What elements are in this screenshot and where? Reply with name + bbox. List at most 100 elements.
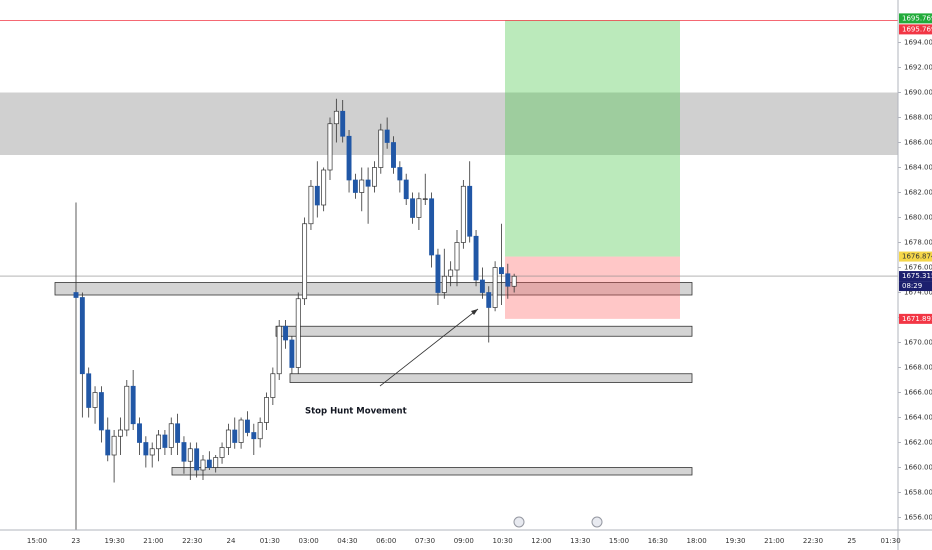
candle-body xyxy=(327,123,333,171)
y-tick-label: 1690.000 xyxy=(904,89,932,97)
candle-body xyxy=(473,235,479,281)
y-tick-label: 1656.000 xyxy=(904,514,932,522)
y-tick-label: 1658.000 xyxy=(904,489,932,497)
entry-label: 1676.874 xyxy=(902,253,932,261)
y-tick-label: 1674.000 xyxy=(904,289,932,297)
candle-body xyxy=(410,198,416,218)
x-tick-label: 03:00 xyxy=(299,537,319,545)
candle-body xyxy=(181,442,187,462)
candle-body xyxy=(365,179,371,187)
candle-body xyxy=(79,297,85,375)
x-tick-label: 25 xyxy=(847,537,856,545)
candle-body xyxy=(321,169,327,206)
x-tick-label: 19:30 xyxy=(105,537,125,545)
x-tick-label: 23 xyxy=(71,537,80,545)
target-label: 1695.769 xyxy=(902,14,932,22)
candle-body xyxy=(352,179,358,193)
y-tick-label: 1694.000 xyxy=(904,39,932,47)
candle-body xyxy=(435,254,441,293)
x-tick-label: 01:30 xyxy=(260,537,280,545)
stop-label: 1671.891 xyxy=(902,315,932,323)
candle-body xyxy=(454,242,460,271)
y-tick-label: 1676.000 xyxy=(904,264,932,272)
candle-body xyxy=(175,423,181,443)
candle-body xyxy=(283,325,289,341)
countdown: 08:29 xyxy=(902,282,922,290)
countdown-bg xyxy=(899,281,932,292)
candle-body xyxy=(289,339,295,368)
candle-body xyxy=(206,459,212,468)
candle-body xyxy=(168,423,174,448)
x-tick-label: 24 xyxy=(227,537,236,545)
candle-body xyxy=(225,429,231,448)
x-tick-label: 19:30 xyxy=(725,537,745,545)
candle-body xyxy=(219,447,225,458)
candle-body xyxy=(92,392,98,408)
candle-body xyxy=(232,429,238,443)
x-tick-label: 10:30 xyxy=(493,537,513,545)
arrow-head xyxy=(471,309,478,315)
candle-body xyxy=(314,185,320,206)
x-tick-label: 21:00 xyxy=(764,537,784,545)
candle-body xyxy=(156,434,161,450)
y-tick-label: 1688.000 xyxy=(904,114,932,122)
candle-body xyxy=(372,167,377,187)
candle-body xyxy=(391,142,396,168)
y-tick-label: 1692.000 xyxy=(904,64,932,72)
candle-body xyxy=(245,419,250,433)
candle-body xyxy=(270,373,276,398)
x-tick-label: 22:30 xyxy=(803,537,823,545)
x-tick-label: 22:30 xyxy=(182,537,202,545)
candle-body xyxy=(124,385,130,431)
level-box xyxy=(275,325,693,337)
candle-body xyxy=(505,273,511,287)
candle-body xyxy=(308,185,314,225)
y-tick-label: 1660.000 xyxy=(904,464,932,472)
target-line-label-bg xyxy=(899,24,932,35)
candle-body xyxy=(422,198,428,200)
x-tick-label: 16:30 xyxy=(648,537,668,545)
x-tick-label: 15:00 xyxy=(609,537,629,545)
candle-body xyxy=(429,198,435,256)
target-area xyxy=(505,20,680,257)
candle-body xyxy=(359,179,365,193)
last-price-label-bg xyxy=(899,271,932,282)
candle-body xyxy=(416,198,422,218)
target-line-label: 1695.769 xyxy=(902,25,932,33)
y-tick-label: 1664.000 xyxy=(904,414,932,422)
y-tick-label: 1680.000 xyxy=(904,214,932,222)
candle-body xyxy=(384,129,390,143)
annotation: Stop Hunt Movement xyxy=(305,407,407,417)
candle-body xyxy=(73,292,79,298)
x-tick-label: 06:00 xyxy=(376,537,396,545)
x-tick-label: 07:30 xyxy=(415,537,435,545)
entry-label-bg xyxy=(899,251,932,262)
candle-body xyxy=(460,185,466,243)
y-tick-label: 1662.000 xyxy=(904,439,932,447)
candle-body xyxy=(486,292,492,308)
candle-body xyxy=(264,397,269,423)
candle-body xyxy=(213,457,219,468)
y-tick-label: 1668.000 xyxy=(904,364,932,372)
candle-body xyxy=(200,459,206,471)
x-tick-label: 04:30 xyxy=(337,537,357,545)
stop-area xyxy=(505,256,680,319)
last-price-label: 1675.315 xyxy=(902,272,932,280)
candle-body xyxy=(403,179,409,200)
candle-body xyxy=(162,434,168,448)
plot-area xyxy=(0,19,898,530)
candle-body xyxy=(499,267,504,275)
candle-body xyxy=(276,325,282,375)
y-tick-label: 1678.000 xyxy=(904,239,932,247)
supply-zone xyxy=(0,92,898,155)
candle-body xyxy=(137,423,142,443)
candle-body xyxy=(251,432,257,440)
candle-body xyxy=(340,110,346,137)
level-box xyxy=(289,373,693,383)
candle-body xyxy=(448,269,454,277)
candle-body xyxy=(105,429,111,456)
x-tick-label: 12:00 xyxy=(531,537,551,545)
candle-body xyxy=(397,167,403,181)
